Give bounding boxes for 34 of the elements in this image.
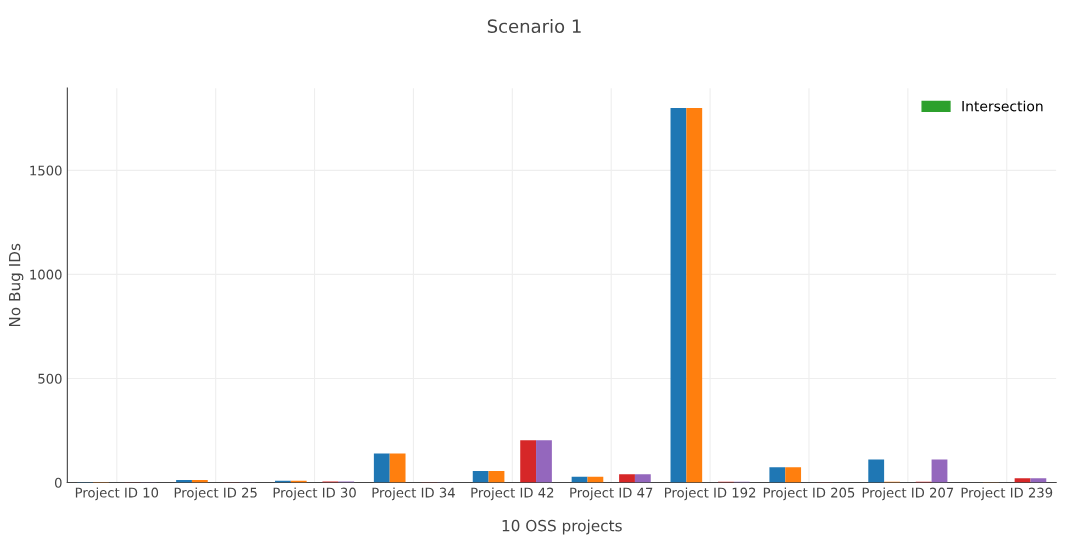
x-axis-title: 10 OSS projects <box>502 519 622 535</box>
bar <box>1014 478 1031 483</box>
x-tick-label: Project ID 207 <box>862 487 954 501</box>
y-tick-label: 500 <box>38 373 62 384</box>
x-tick-label: Project ID 205 <box>763 487 855 501</box>
bar <box>1030 478 1047 483</box>
bar <box>785 467 802 483</box>
bar <box>686 107 703 483</box>
bar <box>520 440 537 483</box>
bar <box>536 440 552 483</box>
bar <box>670 107 687 483</box>
x-tick-label: Project ID 25 <box>174 487 257 501</box>
y-tick-label: 1000 <box>30 269 62 280</box>
bar <box>472 471 489 483</box>
x-tick-label: Project ID 239 <box>961 487 1053 501</box>
bar <box>488 471 505 483</box>
x-tick-label: Project ID 34 <box>372 487 455 501</box>
bar <box>634 474 651 483</box>
y-tick-label: 0 <box>54 477 62 488</box>
chart-title: Scenario 1 <box>487 19 581 34</box>
x-tick-label: Project ID 192 <box>665 487 756 501</box>
bar <box>373 453 390 483</box>
x-tick-label: Project ID 10 <box>75 487 159 501</box>
x-tick-label: Project ID 42 <box>471 487 554 501</box>
x-tick-label: Project ID 30 <box>273 487 356 501</box>
bar <box>389 453 406 483</box>
bar <box>769 467 786 483</box>
y-axis-title: No Bug IDs <box>9 243 24 327</box>
bar <box>931 459 948 483</box>
legend-label: Intersection <box>962 100 1043 112</box>
bar <box>868 459 885 483</box>
y-tick-label: 1500 <box>30 165 62 176</box>
bar <box>619 474 635 483</box>
x-tick-label: Project ID 47 <box>570 487 653 501</box>
